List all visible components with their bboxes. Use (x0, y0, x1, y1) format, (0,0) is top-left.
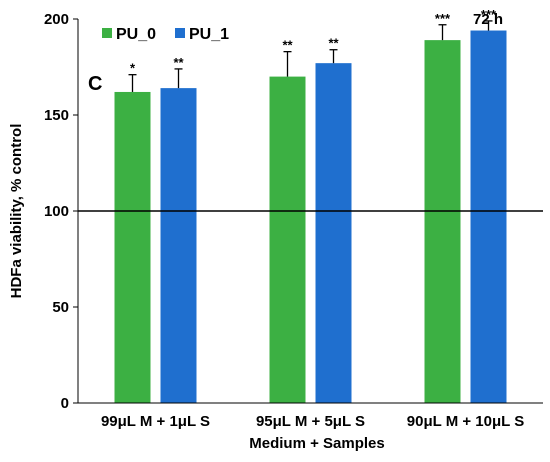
y-tick-label: 50 (52, 299, 69, 316)
significance-label: ** (328, 36, 339, 51)
y-tick-label: 150 (44, 107, 69, 124)
significance-label: ** (282, 38, 293, 53)
significance-label: * (130, 61, 136, 76)
bar (114, 91, 151, 404)
significance-label: ** (173, 55, 184, 70)
legend-label: PU_0 (116, 26, 156, 43)
y-tick-label: 100 (44, 203, 69, 220)
x-tick-label: 90μL M + 10μL S (407, 413, 524, 430)
panel-label: C (88, 73, 102, 95)
significance-label: *** (481, 7, 497, 22)
legend-swatch (175, 28, 185, 38)
x-axis-label: Medium + Samples (249, 435, 384, 452)
time-label: 72 h (473, 11, 503, 28)
bar (160, 88, 197, 404)
y-tick-label: 200 (44, 11, 69, 28)
bar (470, 30, 507, 404)
bar (269, 76, 306, 403)
y-axis-label: HDFa viability, % control (8, 124, 25, 299)
significance-label: *** (435, 11, 451, 26)
bar (424, 40, 461, 404)
bar (315, 63, 352, 403)
legend-label: PU_1 (189, 26, 229, 43)
legend-swatch (102, 28, 112, 38)
y-tick-label: 0 (61, 395, 69, 412)
x-tick-label: 99μL M + 1μL S (101, 413, 210, 430)
x-tick-label: 95μL M + 5μL S (256, 413, 365, 430)
